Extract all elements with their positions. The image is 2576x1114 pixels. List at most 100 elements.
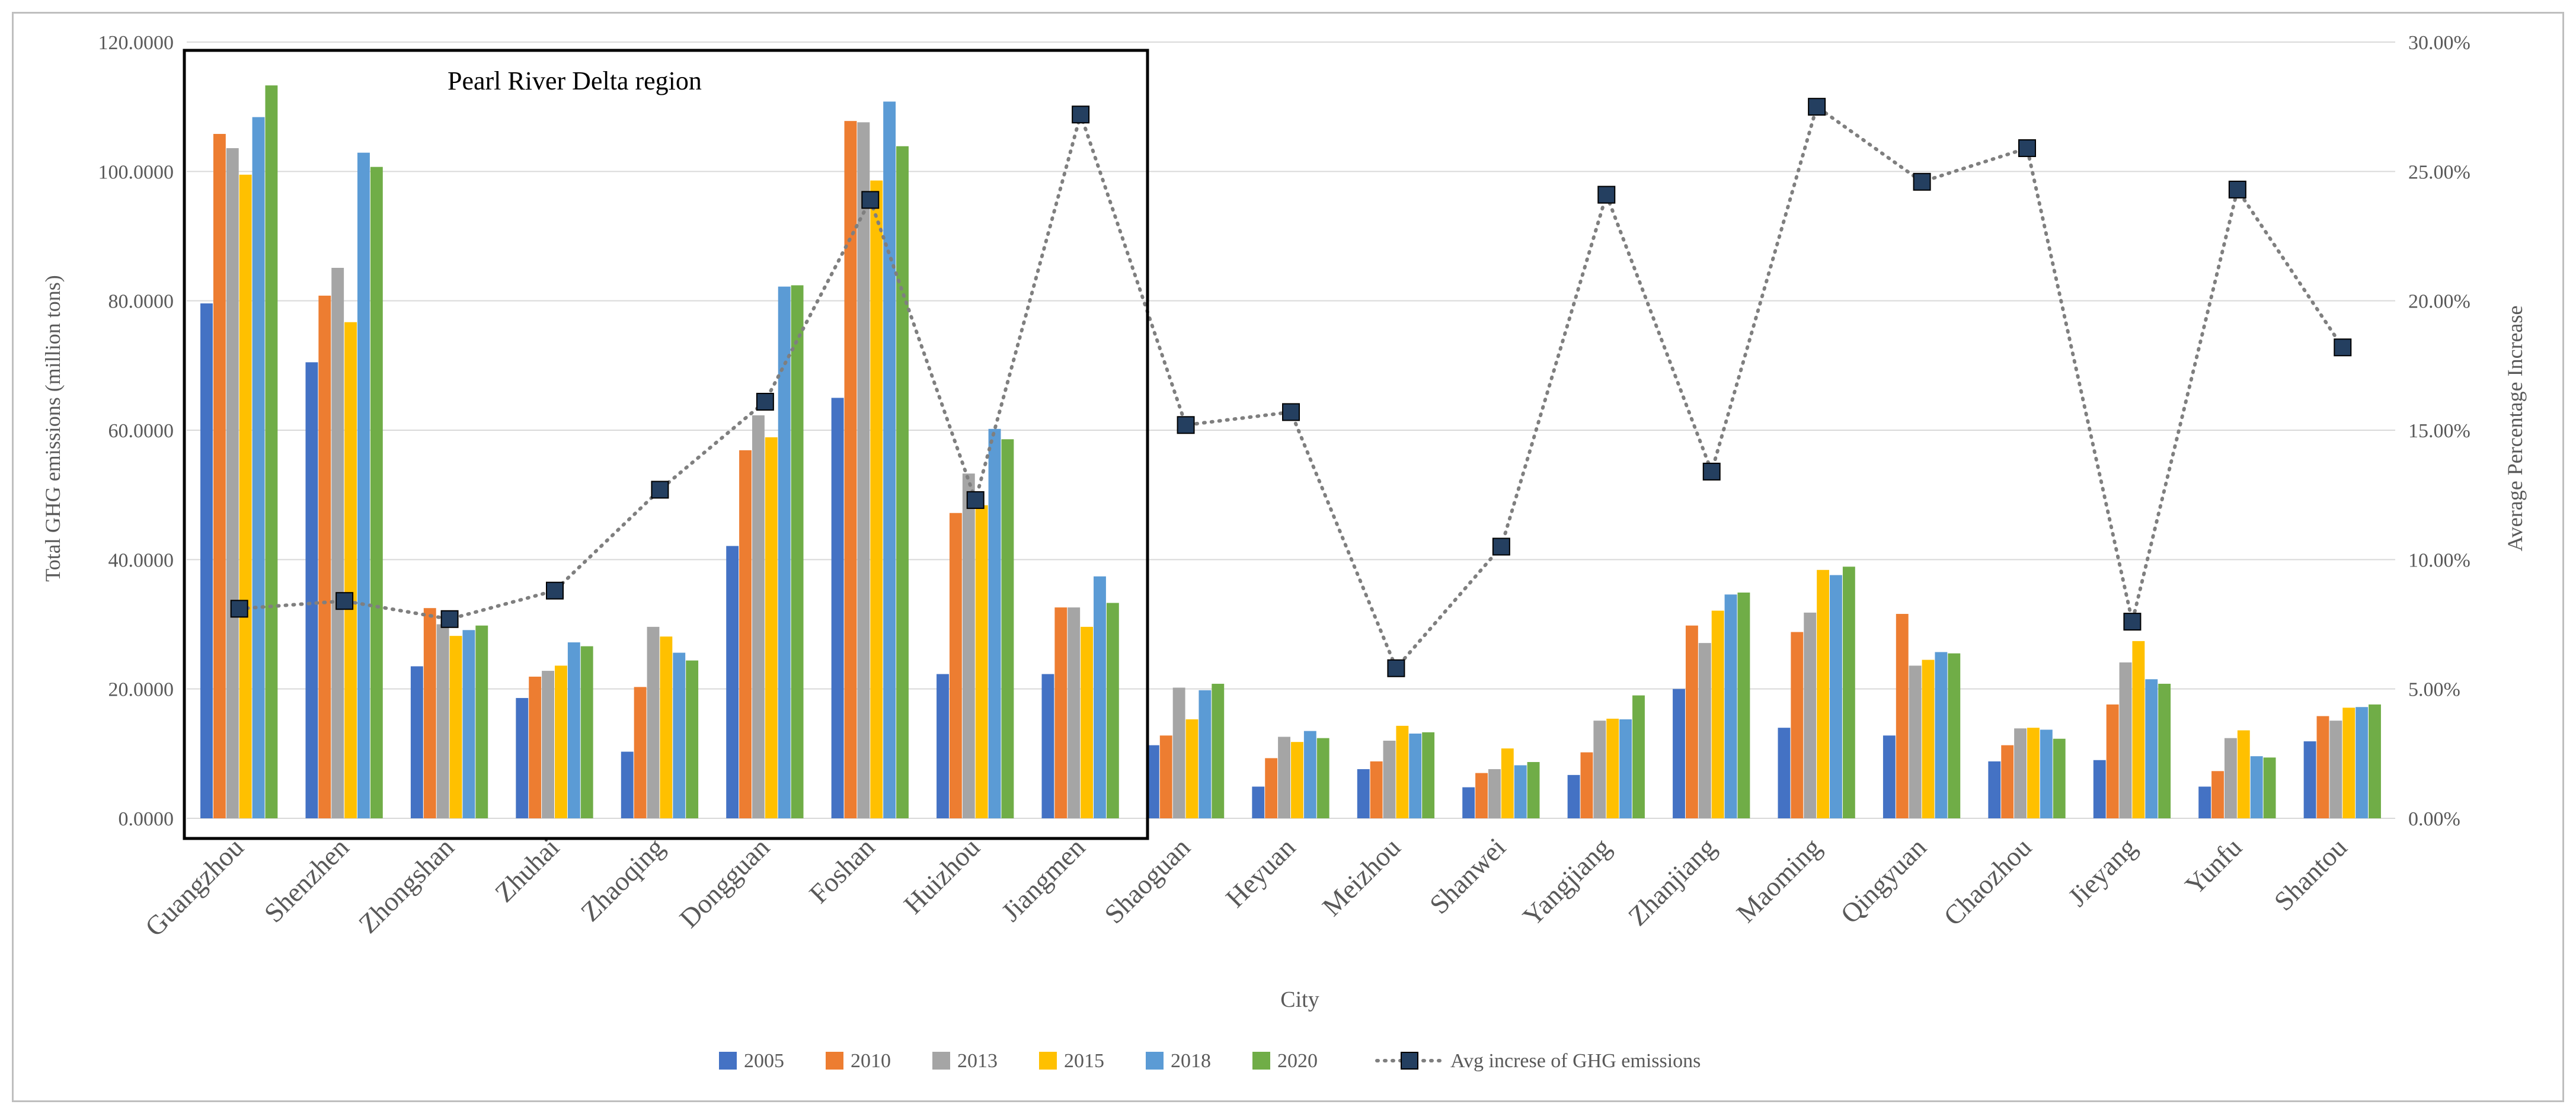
bar (1159, 735, 1172, 818)
chart: 0.0000 20.0000 40.0000 60.0000 80.0000 100.00… (41, 32, 2527, 1072)
bar (1514, 765, 1527, 818)
bar (1068, 607, 1081, 818)
bar (1001, 439, 1014, 818)
bar (1698, 643, 1711, 818)
x-tick-label: Shaoguan (1098, 832, 1196, 929)
bar (1593, 721, 1606, 818)
legend: 2005 2010 2013 2015 2018 2020 Avg increse of G… (719, 1050, 1701, 1072)
bar (726, 546, 739, 818)
legend-swatch (1039, 1052, 1057, 1070)
bar (567, 642, 580, 818)
legend-swatch (1252, 1052, 1270, 1070)
avg-increase-marker (1597, 185, 1616, 204)
bar (752, 415, 765, 818)
bar (1817, 569, 1830, 818)
bar (896, 146, 909, 819)
avg-increase-marker (1072, 105, 1090, 124)
bar (1370, 761, 1383, 818)
x-tick-label: Guangzhou (139, 832, 250, 942)
bar (1673, 689, 1685, 818)
pearl-river-delta-box (183, 49, 1149, 840)
bar (1409, 733, 1422, 818)
x-tick-label: Dongguan (673, 832, 775, 934)
bar (344, 322, 357, 818)
y-axis-label: Total GHG emissions (million tons) (41, 275, 65, 581)
bar (1422, 732, 1435, 818)
bar (1488, 769, 1501, 818)
bar (1041, 674, 1054, 818)
bar (2093, 760, 2106, 818)
bar (1383, 741, 1396, 818)
avg-increase-marker (2123, 613, 2142, 631)
avg-increase-marker (1177, 416, 1195, 434)
bar (1106, 603, 1119, 818)
y2-tick-label: 5.00% (2408, 679, 2460, 701)
bar (2040, 729, 2053, 818)
y2-tick-label: 25.00% (2408, 161, 2470, 183)
bar (1054, 607, 1068, 818)
bar (2014, 728, 2027, 818)
bar (988, 428, 1001, 818)
y-tick-label: 40.0000 (108, 549, 174, 571)
bar (1632, 695, 1645, 818)
bar (2369, 704, 2381, 818)
bar (949, 513, 962, 818)
bar (318, 295, 331, 818)
bar (2158, 683, 2171, 818)
avg-increase-marker (2228, 180, 2246, 199)
bar (226, 148, 239, 819)
avg-increase-marker (335, 592, 354, 610)
y-tick-label: 80.0000 (108, 291, 174, 313)
bar (1606, 718, 1619, 818)
bar (1252, 786, 1265, 818)
bar (2263, 757, 2276, 818)
bar (580, 646, 593, 818)
legend-label: 2020 (1277, 1050, 1318, 1072)
primary-y-ticks: 0.0000 20.0000 40.0000 60.0000 80.0000 100.00… (98, 32, 174, 830)
bar (1527, 762, 1540, 818)
bar (739, 450, 752, 818)
bar (2001, 745, 2014, 818)
bar (1724, 594, 1737, 818)
avg-increase-marker (1702, 462, 1721, 481)
bar (462, 630, 475, 818)
bar (2303, 741, 2316, 818)
bar (213, 134, 226, 819)
bar (2356, 707, 2369, 818)
y2-tick-label: 15.00% (2408, 420, 2470, 442)
bar (634, 687, 647, 818)
secondary-y-ticks: 0.00% 5.00% 10.00% 15.00% 20.00% 25.00% 30.00% (2408, 32, 2470, 830)
legend-marker-swatch (1401, 1052, 1418, 1070)
avg-increase-marker (1387, 659, 1405, 677)
bar (370, 167, 383, 819)
bar (516, 697, 529, 818)
bar (200, 303, 213, 818)
bar (686, 660, 699, 818)
bar (1948, 653, 1961, 818)
bar (844, 121, 857, 818)
bar (1094, 576, 1106, 818)
bar (475, 625, 488, 818)
bar (410, 666, 423, 818)
legend-swatch (719, 1052, 737, 1070)
y-tick-label: 100.0000 (98, 161, 174, 183)
bar (555, 665, 567, 818)
bar (1988, 761, 2001, 818)
chart-frame: 0.0000 20.0000 40.0000 60.0000 80.0000 100.00… (12, 12, 2564, 1102)
bar (1567, 774, 1580, 818)
bar (2027, 728, 2040, 818)
x-tick-label: Yangjiang (1517, 832, 1616, 931)
bar (2132, 641, 2145, 818)
x-tick-label: Zhongshan (353, 832, 460, 939)
bar (1475, 773, 1488, 818)
bar (791, 285, 804, 818)
bar (1896, 614, 1909, 818)
x-tick-label: Qingyuan (1834, 832, 1932, 929)
bar (1580, 752, 1593, 818)
bar (1462, 787, 1475, 818)
bar (1922, 660, 1935, 818)
x-tick-label: Maoming (1731, 832, 1827, 929)
bar (1501, 748, 1514, 818)
bar (239, 174, 252, 819)
legend-label: 2010 (851, 1050, 891, 1072)
